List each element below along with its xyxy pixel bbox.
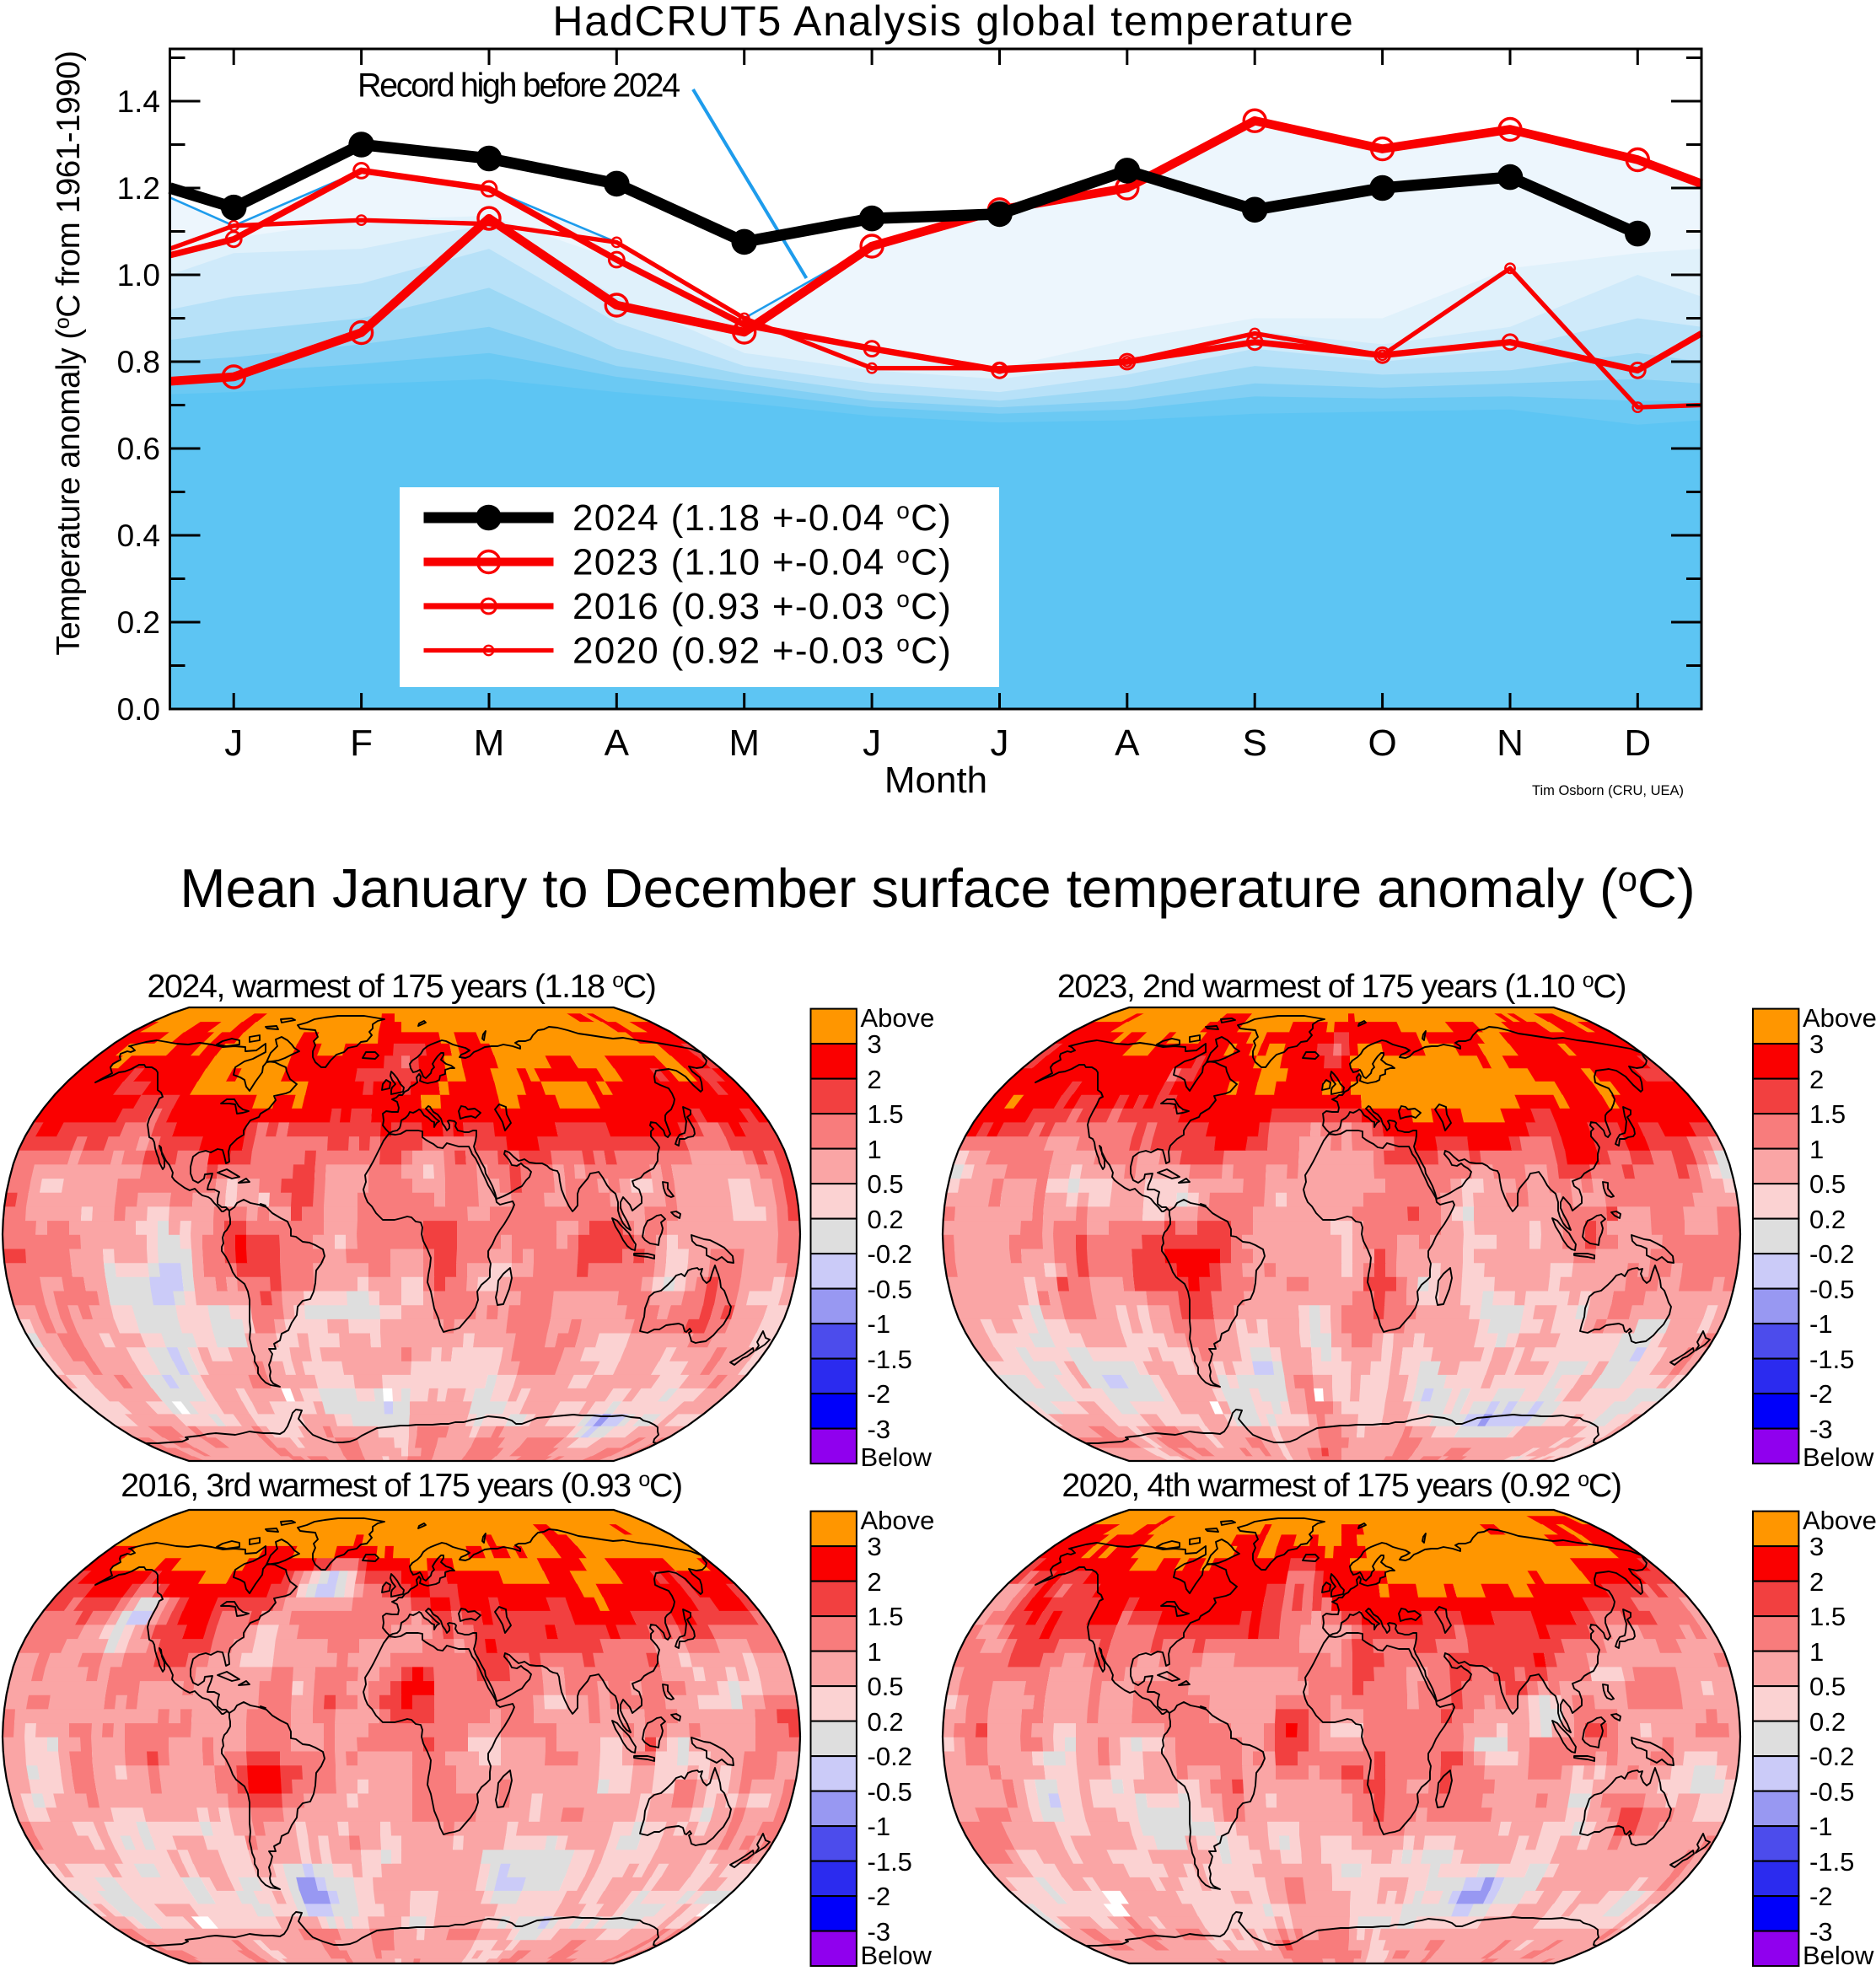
svg-text:Above: Above xyxy=(1803,1506,1876,1535)
svg-text:1.5: 1.5 xyxy=(1809,1099,1846,1129)
svg-text:-3: -3 xyxy=(868,1415,891,1444)
svg-text:Below: Below xyxy=(861,1941,933,1967)
svg-text:N: N xyxy=(1497,722,1524,764)
svg-text:0.8: 0.8 xyxy=(117,345,160,379)
svg-text:0.5: 0.5 xyxy=(868,1169,904,1199)
svg-text:2: 2 xyxy=(868,1065,882,1094)
svg-text:-2: -2 xyxy=(868,1882,891,1911)
svg-text:Above: Above xyxy=(861,1003,935,1033)
svg-text:A: A xyxy=(1115,722,1140,764)
svg-text:M: M xyxy=(728,722,760,764)
svg-text:-1: -1 xyxy=(868,1309,891,1339)
svg-text:J: J xyxy=(991,722,1009,764)
svg-text:Above: Above xyxy=(1803,1003,1876,1033)
svg-text:1.4: 1.4 xyxy=(117,84,160,119)
svg-text:-0.5: -0.5 xyxy=(868,1777,912,1807)
svg-text:2020 (0.92 +-0.03 oC): 2020 (0.92 +-0.03 oC) xyxy=(572,631,952,672)
svg-text:1: 1 xyxy=(868,1135,882,1164)
svg-text:3: 3 xyxy=(1809,1532,1824,1561)
svg-text:0.6: 0.6 xyxy=(117,432,160,466)
svg-text:-3: -3 xyxy=(1809,1917,1833,1947)
svg-text:-1.5: -1.5 xyxy=(1809,1847,1854,1877)
svg-text:A: A xyxy=(605,722,630,764)
svg-text:HadCRUT5 Analysis global tempe: HadCRUT5 Analysis global temperature xyxy=(552,0,1354,45)
svg-text:2023, 2nd warmest of 175 years: 2023, 2nd warmest of 175 years (1.10 oC) xyxy=(1057,968,1626,1005)
svg-text:J: J xyxy=(224,722,243,764)
svg-text:2: 2 xyxy=(1809,1567,1824,1597)
svg-text:-2: -2 xyxy=(868,1379,891,1409)
svg-text:-0.5: -0.5 xyxy=(868,1275,912,1304)
svg-text:-1: -1 xyxy=(868,1812,891,1841)
svg-text:2016 (0.93 +-0.03 oC): 2016 (0.93 +-0.03 oC) xyxy=(572,586,952,627)
svg-text:0.2: 0.2 xyxy=(117,605,160,640)
svg-text:1.0: 1.0 xyxy=(117,258,160,293)
svg-text:O: O xyxy=(1368,722,1396,764)
svg-text:3: 3 xyxy=(1809,1029,1824,1059)
svg-text:2: 2 xyxy=(868,1567,882,1597)
svg-text:1: 1 xyxy=(1809,1637,1824,1667)
svg-text:1: 1 xyxy=(868,1637,882,1667)
svg-text:0.2: 0.2 xyxy=(868,1707,904,1737)
svg-text:-2: -2 xyxy=(1809,1882,1833,1911)
svg-text:-1.5: -1.5 xyxy=(1809,1345,1854,1374)
svg-text:Mean January to December surfa: Mean January to December surface tempera… xyxy=(180,857,1695,919)
svg-text:-0.2: -0.2 xyxy=(1809,1239,1854,1269)
svg-text:-0.2: -0.2 xyxy=(868,1742,912,1771)
svg-text:0.5: 0.5 xyxy=(868,1672,904,1701)
svg-text:Below: Below xyxy=(1803,1442,1874,1472)
svg-text:0.2: 0.2 xyxy=(868,1205,904,1234)
svg-text:-0.2: -0.2 xyxy=(1809,1742,1854,1771)
svg-text:F: F xyxy=(350,722,373,764)
svg-text:Record high before 2024: Record high before 2024 xyxy=(357,67,680,105)
svg-text:S: S xyxy=(1243,722,1267,764)
svg-text:0.4: 0.4 xyxy=(117,518,160,553)
svg-text:2023 (1.10 +-0.04 oC): 2023 (1.10 +-0.04 oC) xyxy=(572,542,952,583)
svg-text:-1.5: -1.5 xyxy=(868,1345,912,1374)
svg-text:-1: -1 xyxy=(1809,1812,1833,1841)
svg-text:0.2: 0.2 xyxy=(1809,1205,1846,1234)
svg-text:-3: -3 xyxy=(868,1917,891,1947)
svg-text:M: M xyxy=(474,722,505,764)
svg-text:-1: -1 xyxy=(1809,1309,1833,1339)
svg-text:Month: Month xyxy=(884,760,987,801)
svg-text:-0.5: -0.5 xyxy=(1809,1777,1854,1807)
svg-text:3: 3 xyxy=(868,1532,882,1561)
svg-text:D: D xyxy=(1624,722,1651,764)
svg-text:-3: -3 xyxy=(1809,1415,1833,1444)
svg-text:Below: Below xyxy=(1803,1941,1874,1967)
svg-text:1.2: 1.2 xyxy=(117,171,160,206)
svg-text:-1.5: -1.5 xyxy=(868,1847,912,1877)
svg-text:J: J xyxy=(863,722,881,764)
svg-text:1.5: 1.5 xyxy=(868,1602,904,1631)
svg-text:2024 (1.18 +-0.04 oC): 2024 (1.18 +-0.04 oC) xyxy=(572,497,952,539)
svg-text:2024, warmest of 175 years (1.: 2024, warmest of 175 years (1.18 oC) xyxy=(147,968,655,1005)
svg-text:-2: -2 xyxy=(1809,1379,1833,1409)
svg-text:0.5: 0.5 xyxy=(1809,1169,1846,1199)
svg-text:Below: Below xyxy=(861,1442,933,1472)
svg-text:Tim Osborn (CRU, UEA): Tim Osborn (CRU, UEA) xyxy=(1532,783,1684,798)
svg-text:3: 3 xyxy=(868,1029,882,1059)
svg-text:1.5: 1.5 xyxy=(1809,1602,1846,1631)
svg-text:0.0: 0.0 xyxy=(117,692,160,727)
svg-text:Temperature anomaly (oC from 1: Temperature anomaly (oC from 1961-1990) xyxy=(51,51,87,655)
svg-text:2016, 3rd warmest of 175 years: 2016, 3rd warmest of 175 years (0.93 oC) xyxy=(121,1467,681,1504)
svg-text:2020, 4th warmest of 175 years: 2020, 4th warmest of 175 years (0.92 oC) xyxy=(1062,1467,1621,1504)
svg-text:-0.5: -0.5 xyxy=(1809,1275,1854,1304)
svg-text:Above: Above xyxy=(861,1506,935,1535)
svg-text:-0.2: -0.2 xyxy=(868,1239,912,1269)
svg-text:2: 2 xyxy=(1809,1065,1824,1094)
svg-text:0.5: 0.5 xyxy=(1809,1672,1846,1701)
svg-text:0.2: 0.2 xyxy=(1809,1707,1846,1737)
svg-text:1: 1 xyxy=(1809,1135,1824,1164)
svg-text:1.5: 1.5 xyxy=(868,1099,904,1129)
